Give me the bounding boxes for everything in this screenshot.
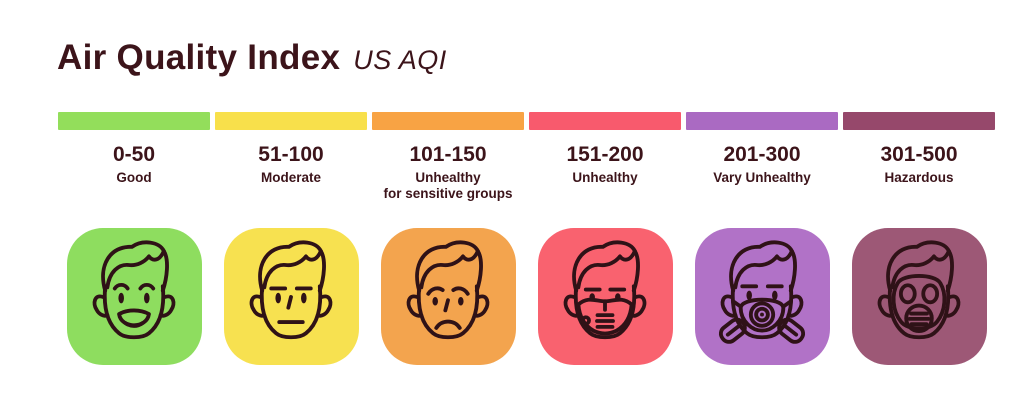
aqi-category-good: 0-50 Good <box>58 112 210 202</box>
aqi-tile-unhealthy <box>537 228 673 365</box>
aqi-category-unhealthy-for-sensitive-groups: 101-150 Unhealthy for sensitive groups <box>372 112 524 202</box>
respirator-face-icon <box>698 233 826 361</box>
aqi-category-label: Unhealthy for sensitive groups <box>383 170 512 202</box>
aqi-category-label-line: Moderate <box>260 170 321 185</box>
aqi-category-label-line: Vary Unhealthy <box>713 170 811 185</box>
aqi-tile-cell-hazardous <box>843 228 995 365</box>
aqi-range-value: 0-50 <box>112 143 156 166</box>
aqi-range-value: 101-150 <box>409 143 487 166</box>
aqi-category-label: Good <box>116 170 151 186</box>
aqi-tile-moderate <box>223 228 359 365</box>
aqi-tile-very-unhealthy <box>694 228 830 365</box>
aqi-color-bar-unhealthy <box>529 112 681 130</box>
worried-face-icon <box>384 233 512 361</box>
aqi-tile-unhealthy-for-sensitive-groups <box>380 228 516 365</box>
aqi-category-label-line: Good <box>116 170 152 185</box>
aqi-category-label-line: for sensitive groups <box>383 186 513 201</box>
page-subtitle: US AQI <box>353 45 447 75</box>
aqi-category-label: Moderate <box>261 170 321 186</box>
aqi-category-label-line: Unhealthy <box>572 170 638 185</box>
aqi-color-bar-unhealthy-for-sensitive-groups <box>372 112 524 130</box>
aqi-tile-cell-unhealthy-for-sensitive-groups <box>372 228 524 365</box>
page-title: Air Quality Index <box>57 38 341 77</box>
aqi-tile-cell-moderate <box>215 228 367 365</box>
aqi-range-value: 201-300 <box>723 143 801 166</box>
aqi-category-label: Hazardous <box>884 170 953 186</box>
aqi-tile-good <box>66 228 202 365</box>
aqi-color-bar-moderate <box>215 112 367 130</box>
aqi-range-value: 151-200 <box>566 143 644 166</box>
aqi-range-value: 51-100 <box>258 143 324 166</box>
aqi-color-bar-hazardous <box>843 112 995 130</box>
aqi-tile-cell-good <box>58 228 210 365</box>
aqi-category-label: Vary Unhealthy <box>713 170 811 186</box>
aqi-color-bar-very-unhealthy <box>686 112 838 130</box>
aqi-scale: 0-50 Good 51-100 Moderate 101-150 Unhealthy fo… <box>58 112 995 202</box>
cloth-mask-face-icon <box>541 233 669 361</box>
aqi-tile-cell-unhealthy <box>529 228 681 365</box>
aqi-range-value: 301-500 <box>880 143 958 166</box>
aqi-category-very-unhealthy: 201-300 Vary Unhealthy <box>686 112 838 202</box>
gas-mask-face-icon <box>855 233 983 361</box>
aqi-tile-hazardous <box>851 228 987 365</box>
aqi-category-hazardous: 301-500 Hazardous <box>843 112 995 202</box>
aqi-category-moderate: 51-100 Moderate <box>215 112 367 202</box>
neutral-face-icon <box>227 233 355 361</box>
aqi-color-bar-good <box>58 112 210 130</box>
aqi-tiles <box>58 228 995 365</box>
aqi-category-unhealthy: 151-200 Unhealthy <box>529 112 681 202</box>
happy-face-icon <box>70 233 198 361</box>
aqi-tile-cell-very-unhealthy <box>686 228 838 365</box>
aqi-category-label-line: Unhealthy <box>415 170 481 185</box>
header: Air Quality Index US AQI <box>57 38 447 78</box>
aqi-category-label-line: Hazardous <box>884 170 954 185</box>
aqi-category-label: Unhealthy <box>572 170 637 186</box>
